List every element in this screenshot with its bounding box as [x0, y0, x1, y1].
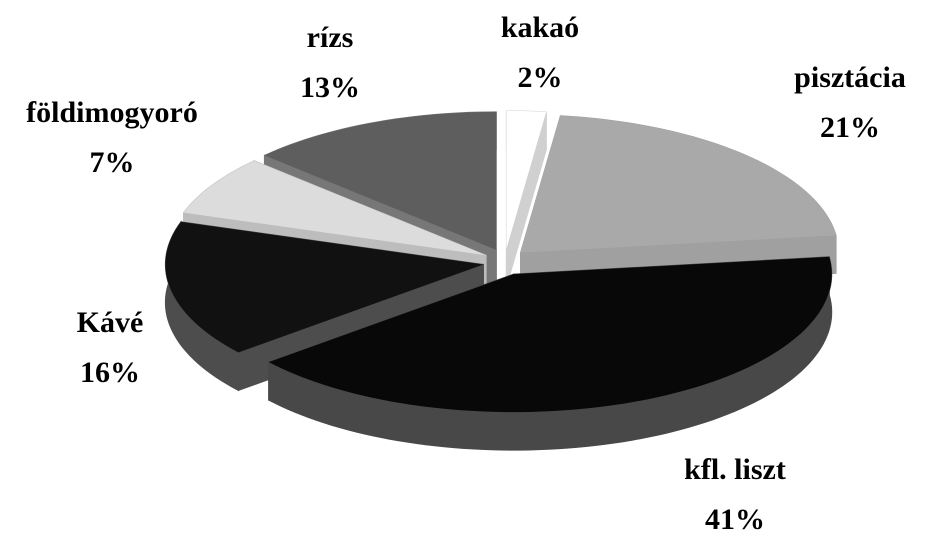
slice: [183, 160, 487, 256]
slice-label: földimogyoró: [26, 96, 198, 129]
slice: [268, 256, 832, 413]
slice-label: Kávé: [77, 306, 144, 339]
slice-value-label: 41%: [705, 503, 765, 536]
slice-value-label: 13%: [300, 71, 360, 104]
slice: [264, 111, 497, 250]
slice-label: rízs: [307, 21, 354, 54]
slice-label: kakaó: [501, 11, 579, 44]
slice-value-label: 2%: [518, 61, 563, 94]
slice-label: kfl. liszt: [684, 453, 786, 486]
slice: [165, 221, 484, 353]
slice-label: pisztácia: [794, 61, 906, 94]
slice: [506, 110, 547, 249]
slice-side: [268, 256, 833, 451]
slice-value-label: 7%: [90, 146, 135, 179]
slice-value-label: 21%: [820, 111, 880, 144]
slice: [520, 115, 837, 253]
slice-value-label: 16%: [80, 356, 140, 389]
